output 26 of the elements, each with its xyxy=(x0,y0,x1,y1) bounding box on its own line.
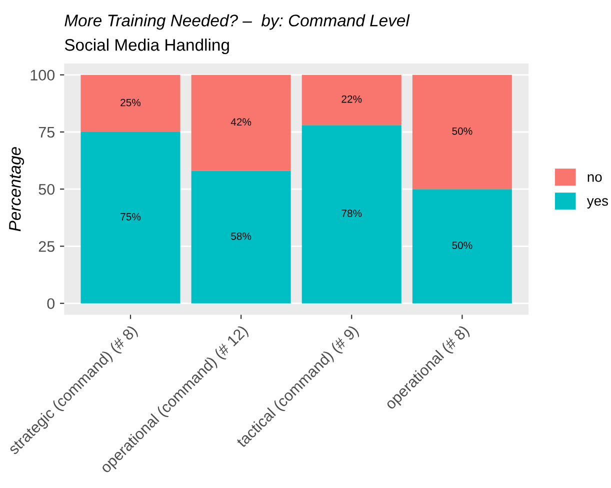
y-tick-label: 50 xyxy=(38,184,55,195)
data-label: 50% xyxy=(452,242,472,250)
bar xyxy=(302,125,402,304)
legend-label: yes xyxy=(586,198,608,209)
data-label: 25% xyxy=(120,98,141,106)
y-tick-label: 25 xyxy=(38,241,54,252)
bar xyxy=(191,170,291,304)
data-label: 22% xyxy=(342,95,362,103)
chart-title: More Training Needed? – by: Command Level xyxy=(64,14,410,30)
data-label: 75% xyxy=(120,213,141,220)
y-axis-title: Percentage xyxy=(9,147,24,232)
data-label: 50% xyxy=(452,127,472,135)
legend-label: no xyxy=(588,174,602,182)
y-tick-label: 100 xyxy=(30,70,55,81)
bar xyxy=(80,74,180,132)
chart-subtitle: Social Media Handling xyxy=(64,38,229,54)
bar xyxy=(412,74,512,190)
bar xyxy=(412,189,512,304)
y-tick-label: 75 xyxy=(38,127,54,138)
data-label: 42% xyxy=(230,118,252,126)
data-label: 58% xyxy=(231,232,252,240)
bar xyxy=(191,74,291,171)
bar xyxy=(80,132,180,304)
y-tick-label: 0 xyxy=(47,298,55,310)
bar xyxy=(302,74,402,126)
data-label: 78% xyxy=(342,210,362,218)
